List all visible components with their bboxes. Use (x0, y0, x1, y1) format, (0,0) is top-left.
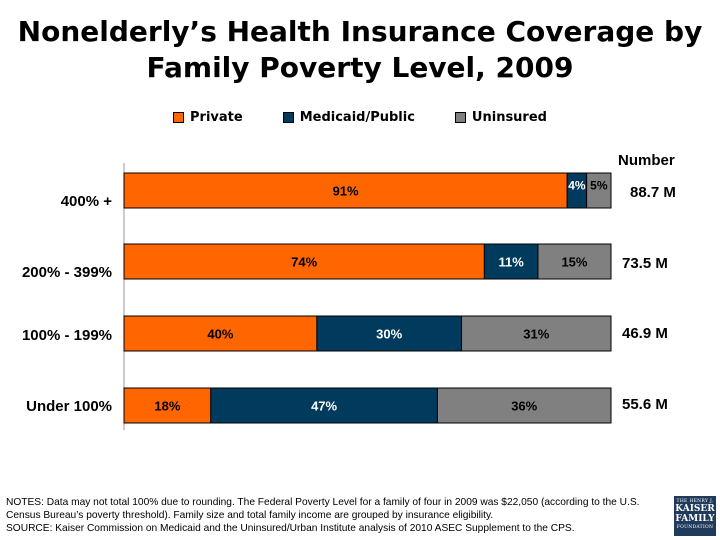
bar-segment-2-1 (316, 315, 463, 352)
legend-label-2: Uninsured (471, 110, 547, 125)
data-label-1-2: 15% (561, 255, 587, 270)
number-label-2: 46.9 M (622, 325, 668, 342)
data-label-3-0: 18% (154, 399, 180, 414)
category-label-3: Under 100% (26, 398, 112, 415)
bar-segment-0-2 (586, 172, 612, 209)
logo-line2a: KAISER (675, 504, 715, 514)
legend-item-1: Medicaid/Public (282, 110, 415, 125)
logo-line2b: FAMILY (675, 514, 715, 524)
bar-segment-2-2 (461, 315, 612, 352)
bar-segment-1-0 (123, 243, 485, 280)
data-label-2-1: 30% (376, 327, 402, 342)
data-label-3-2: 36% (511, 399, 537, 414)
number-label-1: 73.5 M (622, 255, 668, 272)
data-label-0-1: 4% (568, 179, 586, 193)
legend-item-2: Uninsured (454, 110, 547, 125)
data-label-3-1: 47% (311, 399, 337, 414)
bar-segment-3-2 (436, 387, 612, 424)
bar-segment-1-2 (537, 243, 612, 280)
logo-line3: FOUNDATION (676, 525, 714, 530)
data-label-0-0: 91% (333, 184, 359, 199)
bar-segment-2-0 (123, 315, 318, 352)
chart-title: Nonelderly’s Health Insurance Coverage b… (17, 15, 703, 84)
data-label-0-2: 5% (590, 179, 608, 193)
notes: NOTES: Data may not total 100% due to ro… (6, 496, 666, 535)
kaiser-logo: THE HENRY J. KAISER FAMILY FOUNDATION (674, 496, 716, 536)
legend-label-0: Private (190, 110, 243, 125)
category-label-0: 400% + (60, 193, 112, 210)
bar-segment-0-0 (123, 172, 568, 209)
notes-text: NOTES: Data may not total 100% due to ro… (6, 497, 640, 521)
legend-swatch-1 (282, 112, 294, 123)
number-label-3: 55.6 M (622, 396, 668, 413)
legend-swatch-2 (454, 112, 466, 123)
legend-swatch-0 (173, 112, 185, 123)
legend: Private Medicaid/Public Uninsured (0, 110, 720, 125)
bar-segment-1-1 (483, 243, 539, 280)
legend-label-1: Medicaid/Public (299, 110, 415, 125)
source-text: SOURCE: Kaiser Commission on Medicaid an… (6, 523, 575, 534)
logo-line1: THE HENRY J. (676, 499, 714, 504)
data-label-2-2: 31% (523, 327, 549, 342)
data-label-1-1: 11% (499, 255, 525, 270)
bar-segment-3-0 (123, 387, 212, 424)
category-label-2: 100% - 199% (21, 327, 112, 344)
legend-item-0: Private (173, 110, 243, 125)
category-label-1: 200% - 399% (21, 264, 112, 281)
data-label-2-0: 40% (207, 327, 233, 342)
bar-segment-3-1 (210, 387, 438, 424)
number-label-0: 88.7 M (630, 184, 676, 201)
number-column-header: Number (618, 152, 675, 169)
data-label-1-0: 74% (291, 255, 317, 270)
